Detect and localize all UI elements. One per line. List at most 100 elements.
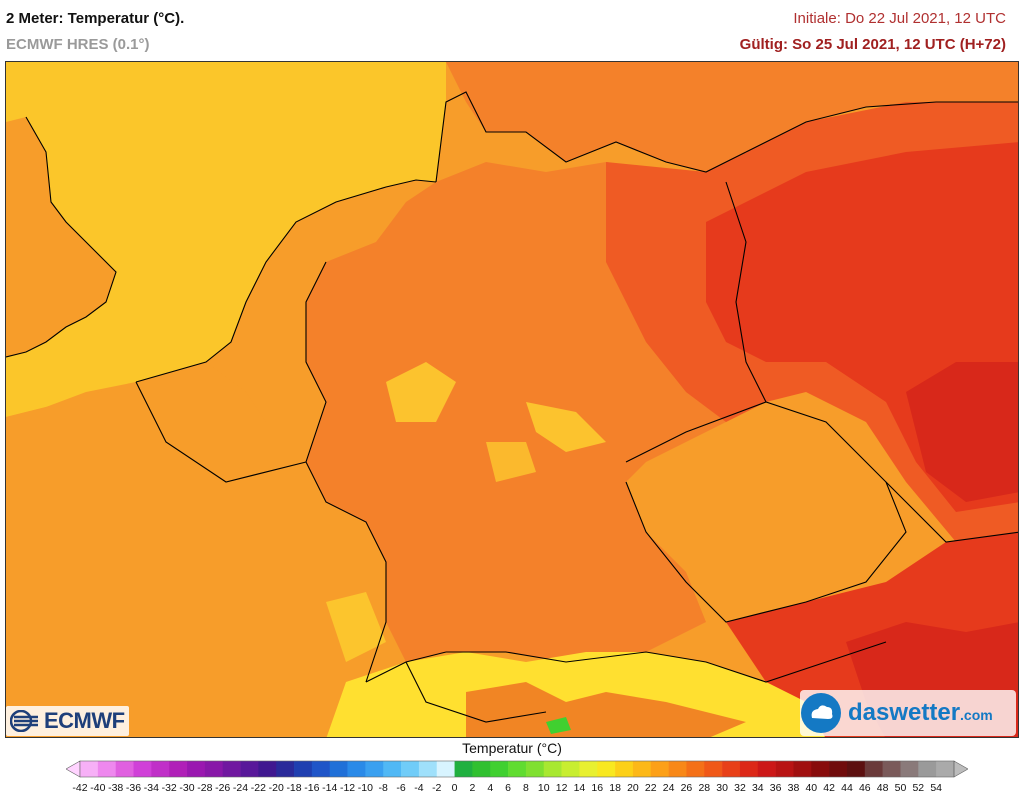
legend-label: 34 <box>751 782 764 794</box>
legend-label: -4 <box>414 782 424 794</box>
legend-swatch <box>936 761 955 777</box>
legend-swatch <box>668 761 687 777</box>
border-france-belgium <box>135 381 307 483</box>
highland-vosges <box>326 592 386 662</box>
legend-swatch <box>472 761 491 777</box>
region-alps-high <box>466 682 746 737</box>
legend-swatch <box>757 761 776 777</box>
legend-label: -2 <box>432 782 442 794</box>
legend-swatch <box>365 761 384 777</box>
daswetter-logo[interactable]: daswetter.com <box>800 690 1016 736</box>
temperature-legend-bar <box>66 760 968 778</box>
highland-bavaria <box>486 442 536 482</box>
legend-swatch <box>543 761 562 777</box>
border-germany-west <box>305 261 387 683</box>
legend-swatch <box>686 761 705 777</box>
legend-label: 54 <box>930 782 942 794</box>
legend-label: 22 <box>644 782 657 794</box>
legend-label: 40 <box>805 782 818 794</box>
region-france <box>6 362 386 737</box>
legend-label: 4 <box>487 782 494 794</box>
legend-swatch <box>80 761 99 777</box>
legend-frame <box>79 760 955 778</box>
legend-arrow-low <box>66 760 81 778</box>
legend-swatch <box>632 761 652 777</box>
legend-label: -20 <box>268 782 284 794</box>
legend-label: 36 <box>769 782 782 794</box>
legend-label: 28 <box>698 782 711 794</box>
legend-swatch <box>561 761 580 777</box>
sea-region-baltic <box>446 62 1018 172</box>
legend-swatch <box>258 761 277 777</box>
legend-label: 46 <box>858 782 871 794</box>
legend-label: -16 <box>304 782 320 794</box>
legend-swatch <box>97 761 116 777</box>
coastline-benelux <box>135 179 437 383</box>
legend-labels: -42 -40 -38 -36 -34 -32 -30 -28 -26 -24 -22 -20 -18-… <box>0 782 1024 796</box>
legend-label: 16 <box>591 782 604 794</box>
legend-label: 8 <box>522 782 529 794</box>
legend-swatch <box>276 761 295 777</box>
ecmwf-emblem-icon <box>10 710 38 732</box>
border-germany-east <box>725 181 767 403</box>
border-czech <box>625 401 907 623</box>
legend-swatch <box>846 761 866 777</box>
legend-swatch <box>240 761 259 777</box>
sea-region-north <box>6 62 446 417</box>
highland-eifel <box>386 362 456 422</box>
ecmwf-logo: ECMWF <box>6 706 129 736</box>
legend-swatch <box>650 761 669 777</box>
legend-swatch <box>151 761 170 777</box>
country-borders <box>6 91 1018 723</box>
daswetter-cloud-icon <box>801 693 841 733</box>
legend-label: 42 <box>823 782 835 794</box>
legend-swatch <box>864 761 883 777</box>
legend-swatch <box>454 761 473 777</box>
initial-time: Initiale: Do 22 Jul 2021, 12 UTC <box>793 10 1006 27</box>
legend-label: -40 <box>90 782 106 794</box>
legend-swatch <box>401 761 420 777</box>
legend-label: 18 <box>609 782 621 794</box>
legend-swatch <box>383 761 402 777</box>
legend-label: 30 <box>716 782 728 794</box>
legend-label: 2 <box>469 782 476 794</box>
legend-swatch <box>418 761 438 777</box>
legend-label: 44 <box>841 782 853 794</box>
legend-swatch <box>204 761 223 777</box>
legend-label: 52 <box>912 782 925 794</box>
model-name: ECMWF HRES (0.1°) <box>6 36 150 53</box>
legend-swatch <box>169 761 188 777</box>
legend-swatch <box>882 761 901 777</box>
border-slovakia <box>885 481 1018 543</box>
legend-label: 50 <box>894 782 907 794</box>
legend-label: -14 <box>322 782 338 794</box>
map-title: 2 Meter: Temperatur (°C). <box>6 10 185 27</box>
ecmwf-logo-text: ECMWF <box>44 708 125 733</box>
legend-label: -12 <box>339 782 356 794</box>
legend-label: 14 <box>573 782 586 794</box>
coastline-denmark <box>435 91 747 183</box>
legend-swatch <box>294 761 313 777</box>
legend-swatch <box>918 761 937 777</box>
legend-label: 10 <box>537 782 550 794</box>
legend-label: 26 <box>680 782 693 794</box>
legend-label: 32 <box>734 782 746 794</box>
legend-label: 0 <box>451 782 458 794</box>
legend-swatch <box>597 761 616 777</box>
temperature-map[interactable] <box>5 61 1019 738</box>
legend-swatch <box>793 761 812 777</box>
legend-label: -28 <box>197 782 213 794</box>
legend-label: -30 <box>179 782 195 794</box>
highland-thuringia <box>526 402 606 452</box>
legend-swatch <box>508 761 527 777</box>
legend-swatch <box>739 761 759 777</box>
border-austria-north <box>446 641 887 683</box>
legend-label: 24 <box>662 782 675 794</box>
coastline-britain <box>6 116 117 358</box>
legend-label: -36 <box>125 782 142 794</box>
border-switzerland <box>365 651 547 723</box>
legend-swatch <box>133 761 152 777</box>
legend-swatch <box>811 761 830 777</box>
legend-label: -8 <box>378 782 388 794</box>
legend-label: 12 <box>555 782 568 794</box>
